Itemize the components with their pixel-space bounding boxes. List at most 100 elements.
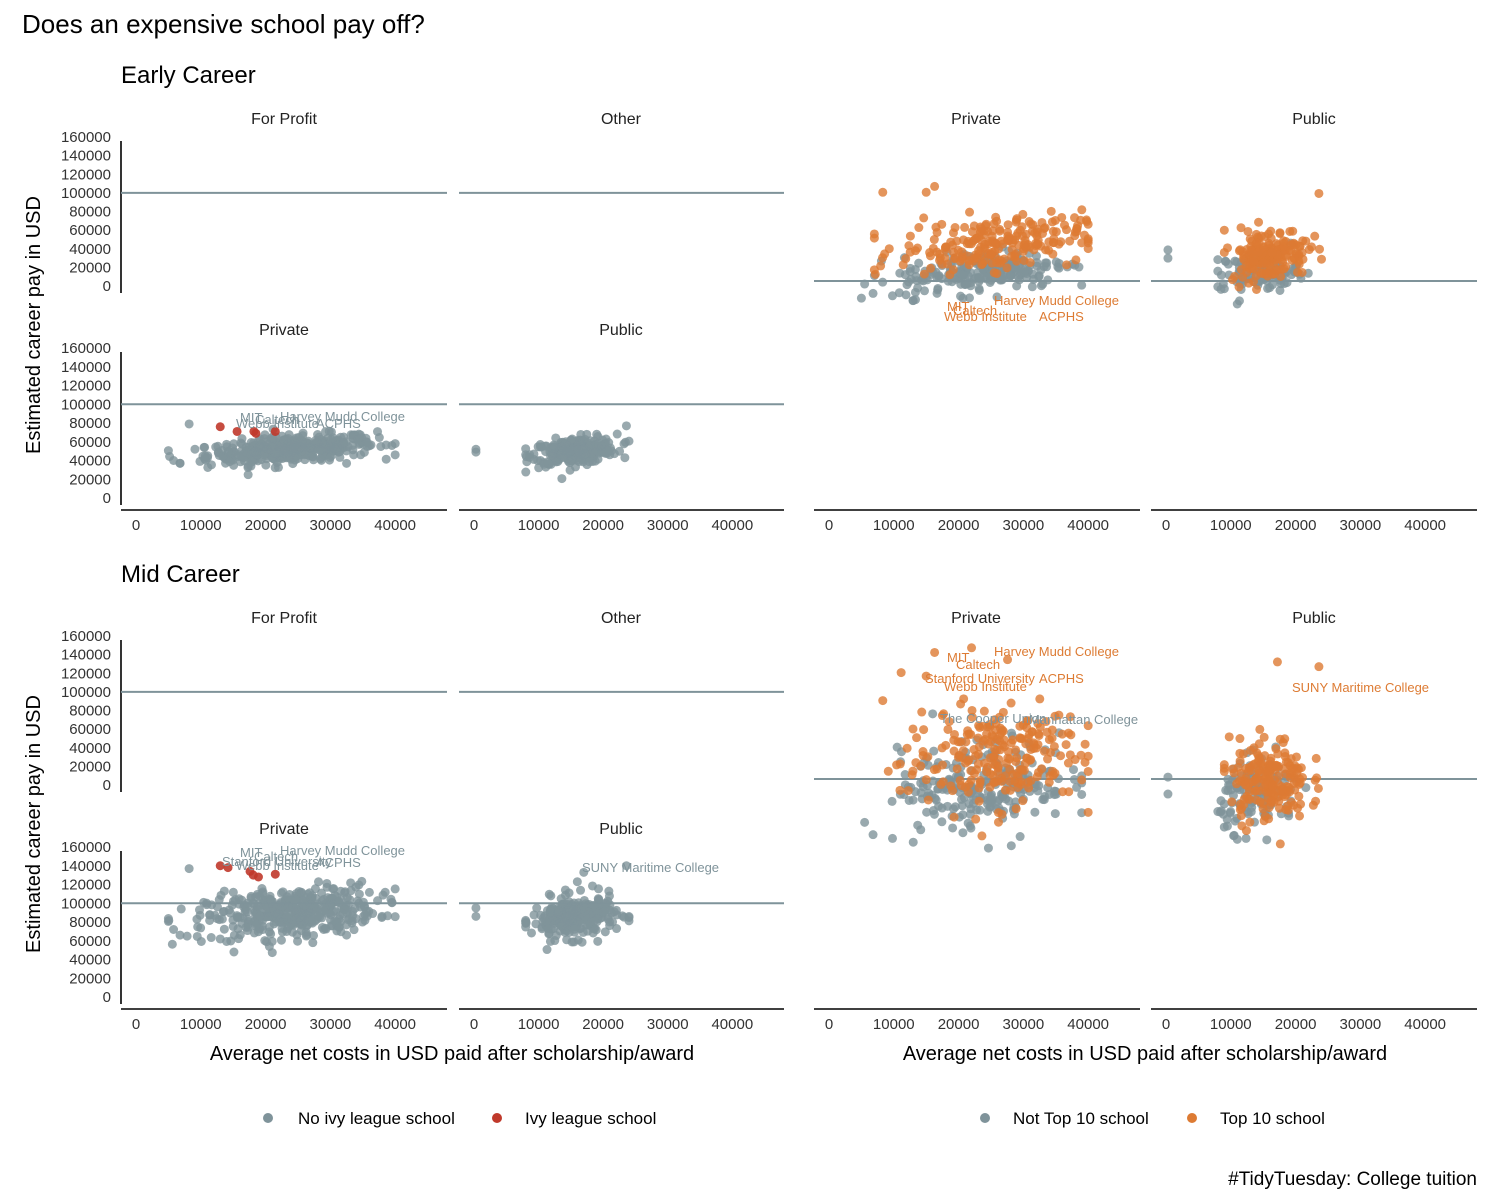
early-top10-private-top-point <box>1072 224 1082 234</box>
mid-public-x-tick-label: 40000 <box>711 1016 753 1033</box>
mid-private-point <box>380 887 390 897</box>
early-top10-private-top-point <box>995 255 1005 265</box>
mid-top10-private-not-point <box>887 796 897 806</box>
early-top10-label-webb: Webb Institute <box>944 309 1027 324</box>
mid-top10-public-top-point <box>1266 788 1276 798</box>
mid-top10-public-top-point <box>1314 662 1324 672</box>
mid-private-label-harvey-mudd: Harvey Mudd College <box>280 843 405 858</box>
mid-top10-public-top-point <box>1254 766 1264 776</box>
mid-public-point <box>587 881 597 891</box>
early-private-point <box>346 430 356 440</box>
mid-top10-private-top-point <box>1006 698 1016 708</box>
mid-top10-public-top-point <box>1272 657 1282 667</box>
early-top10-public-not-point <box>1275 285 1285 295</box>
mid-top10-private-top-point <box>958 746 968 756</box>
mid-public-point <box>529 910 539 920</box>
mid-top10-private-top-point <box>971 814 981 824</box>
early-top10-private-not-point <box>908 295 918 305</box>
mid-top10-public-not-point <box>1219 822 1229 832</box>
early-top10-public-top-point <box>1314 188 1324 198</box>
early-top10-private-top-point <box>948 228 958 238</box>
mid-private-point <box>308 904 318 914</box>
early-private-point <box>237 439 247 449</box>
mid-top10-private-top-point <box>1054 710 1064 720</box>
mid-public-point <box>579 867 589 877</box>
mid-private-panel: 0200004000060000800001000001200001400001… <box>61 839 447 1033</box>
mid-top10-private-top-point <box>1029 743 1039 753</box>
mid-private-point <box>205 910 215 920</box>
mid-top10-private-not-point <box>868 830 878 840</box>
early-public-point <box>585 441 595 451</box>
mid-top10-public-not-point <box>1215 807 1225 817</box>
mid-private-point <box>267 896 277 906</box>
mid-top10-private-top-point <box>902 743 912 753</box>
early-private-x-tick-label: 40000 <box>374 517 416 534</box>
mid-top10-private-top-point <box>936 779 946 789</box>
early-top10-private-top-point <box>919 213 929 223</box>
mid-top10-private-not-point <box>948 823 958 833</box>
early-top10-public-top-point <box>1234 282 1244 292</box>
mid-private-point <box>272 913 282 923</box>
mid-public-point <box>617 911 627 921</box>
legend-swatch-top10 <box>1187 1113 1197 1123</box>
early-top10-private-top-point <box>1041 245 1051 255</box>
mid-private-point <box>351 882 361 892</box>
legend-label-not-top10: Not Top 10 school <box>1013 1109 1149 1128</box>
early-top10-private-top-point <box>1028 220 1038 230</box>
mid-private-point <box>338 909 348 919</box>
early-public-point <box>535 442 545 452</box>
mid-public-point <box>543 924 553 934</box>
mid-for-profit-y-tick-label: 40000 <box>69 740 111 757</box>
mid-top10-private-not-point <box>937 817 947 827</box>
mid-private-point <box>354 889 364 899</box>
legend-right: Not Top 10 school Top 10 school <box>980 1109 1325 1128</box>
early-private-point <box>300 455 310 465</box>
mid-top10-public-top-point <box>1296 763 1306 773</box>
mid-top10-public-top-point <box>1285 773 1295 783</box>
mid-top10-public-top-point <box>1277 785 1287 795</box>
mid-public-point <box>542 945 552 955</box>
early-private-y-tick-label: 40000 <box>69 453 111 470</box>
mid-top10-label-suny-maritime: SUNY Maritime College <box>1292 680 1429 695</box>
early-top10-public-top-point <box>1304 245 1314 255</box>
early-top10-private-not-point <box>933 285 943 295</box>
early-top10-public-top-point <box>1254 217 1264 227</box>
early-top10-private-top-point <box>1049 234 1059 244</box>
mid-private-point <box>212 902 222 912</box>
early-top10-private-top-point <box>955 256 965 266</box>
early-private-point <box>308 455 318 465</box>
early-top10-public-top-point <box>1249 256 1259 266</box>
mid-public-point <box>526 928 536 938</box>
early-private-x-tick-label: 30000 <box>310 517 352 534</box>
plot-area: 0200004000060000800001000001200001400001… <box>61 111 1477 1033</box>
early-top10-public-x-tick-label: 20000 <box>1275 517 1317 534</box>
mid-top10-public-top-point <box>1272 761 1282 771</box>
early-top10-private-top-point <box>1002 263 1012 273</box>
early-top10-public-top-point <box>1294 241 1304 251</box>
early-private-x-tick-label: 10000 <box>180 517 222 534</box>
early-public-point <box>612 429 622 439</box>
mid-top10-public-top-point <box>1274 803 1284 813</box>
early-top10-label-acphs: ACPHS <box>1039 309 1084 324</box>
mid-top10-private-not-point <box>983 843 993 853</box>
mid-top10-private-top-point <box>1041 717 1051 727</box>
mid-private-point <box>390 884 400 894</box>
early-top10-private-top-point <box>1051 227 1061 237</box>
mid-top10-private-not-point <box>1069 774 1079 784</box>
mid-top10-private-not-point <box>950 802 960 812</box>
mid-top10-public-top-point <box>1295 811 1305 821</box>
mid-public-panel: 0 10000 20000 30000 40000 SUNY Maritime Colle… <box>459 860 784 1033</box>
mid-private-y-tick-label: 40000 <box>69 952 111 969</box>
early-top10-public-not-point <box>1213 266 1223 276</box>
mid-top10-public-top-point <box>1250 786 1260 796</box>
mid-top10-private-top-point <box>993 767 1003 777</box>
mid-top10-private-top-point <box>921 671 931 681</box>
mid-top10-private-top-point <box>923 795 933 805</box>
early-private-point <box>270 463 280 473</box>
mid-private-point <box>325 915 335 925</box>
mid-top10-public-top-point <box>1238 749 1248 759</box>
mid-top10-private-top-point <box>1083 751 1093 761</box>
mid-private-point <box>169 925 179 934</box>
